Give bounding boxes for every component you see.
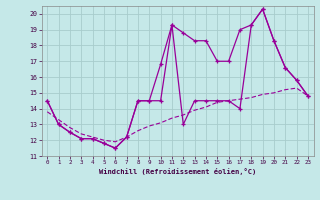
X-axis label: Windchill (Refroidissement éolien,°C): Windchill (Refroidissement éolien,°C) xyxy=(99,168,256,175)
